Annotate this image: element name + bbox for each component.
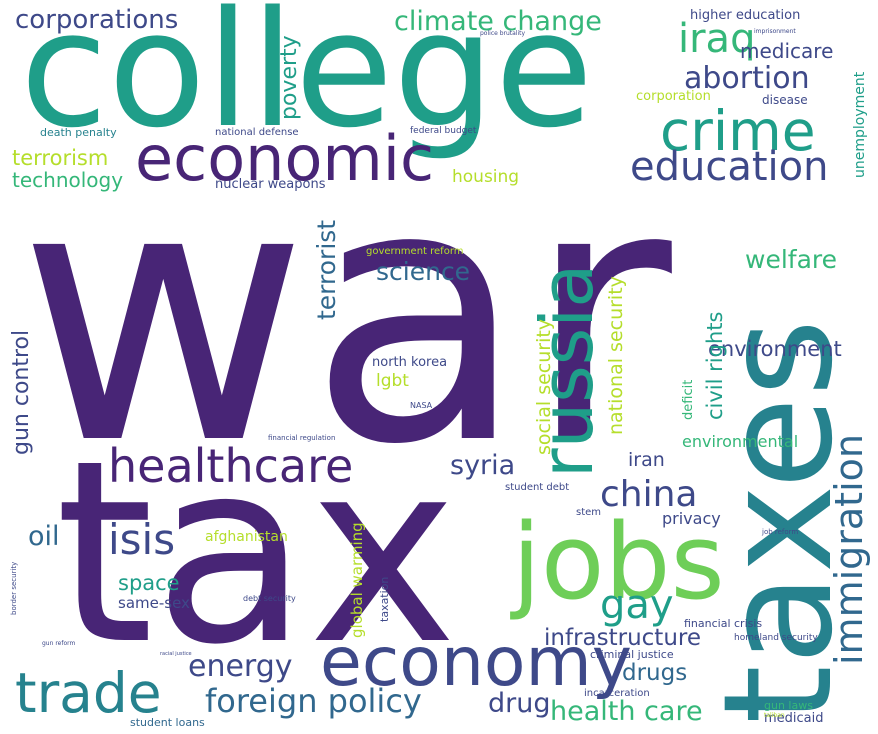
word-housing: housing — [452, 167, 519, 187]
word-border-security: border security — [10, 562, 18, 615]
word-financial-regulation: financial regulation — [268, 434, 335, 442]
word-medicare: medicare — [740, 39, 833, 63]
word-drugs: drugs — [622, 660, 687, 686]
word-immigration: immigration — [827, 434, 871, 665]
word-homeland-security: homeland security — [734, 633, 818, 643]
word-death-penalty: death penalty — [40, 126, 117, 139]
word-jobs: jobs — [510, 501, 725, 623]
word-iraq: iraq — [678, 16, 755, 62]
word-education: education — [630, 144, 828, 190]
word-healthcare: healthcare — [108, 439, 353, 493]
word-foreign-policy: foreign policy — [205, 682, 422, 720]
word-syria: syria — [450, 450, 515, 481]
word-isis: isis — [108, 515, 175, 564]
word-terrorist: terrorist — [312, 220, 341, 320]
word-gun-reform: gun reform — [42, 640, 75, 647]
word-afghanistan: afghanistan — [205, 529, 288, 545]
word-russia: russia — [525, 264, 609, 478]
word-medicaid: medicaid — [764, 711, 824, 726]
word-abortion: abortion — [684, 61, 810, 96]
word-infrastructure: infrastructure — [544, 625, 701, 651]
word-unemployment: unemployment — [852, 71, 868, 178]
word-disease: disease — [762, 93, 808, 107]
word-incarceration: incarceration — [584, 688, 650, 699]
word-debt-security: debt security — [243, 594, 296, 603]
word-gun-laws: gun laws — [764, 699, 813, 712]
word-police-brutality: police brutality — [480, 30, 526, 37]
word-war: war — [18, 108, 676, 522]
word-social-security: social security — [533, 319, 555, 455]
word-crime: crime — [660, 99, 816, 163]
word-gun-control: gun control — [9, 330, 34, 455]
word-student-loans: student loans — [130, 716, 205, 729]
word-lgbt: lgbt — [376, 371, 409, 391]
word-climate-change: climate change — [394, 6, 602, 37]
word-global-warming: global warming — [348, 522, 366, 638]
word-college: college — [20, 0, 593, 163]
word-civil-rights: civil rights — [703, 312, 727, 420]
word-federal-budget: federal budget — [410, 126, 477, 136]
word-imprisonment: imprisonment — [754, 28, 796, 35]
word-china: china — [600, 474, 698, 515]
word-energy: energy — [188, 649, 293, 684]
word-north-korea: north korea — [372, 355, 447, 370]
word-criminal-justice: criminal justice — [590, 648, 674, 661]
word-taxation: taxation — [378, 577, 391, 622]
word-economy: economy — [320, 623, 632, 702]
word-corporations: corporations — [15, 5, 178, 35]
word-gay: gay — [600, 582, 674, 628]
word-environmental: environmental — [682, 432, 798, 451]
word-government-reform: government reform — [366, 246, 464, 257]
word-health-care: health care — [550, 696, 703, 727]
word-space: space — [118, 571, 180, 595]
word-environment: environment — [708, 337, 842, 361]
word-taliban: taliban — [764, 712, 785, 719]
word-poverty: poverty — [277, 35, 302, 120]
word-nuclear-weapons: nuclear weapons — [215, 177, 326, 192]
word-oil: oil — [28, 521, 60, 552]
word-iran: iran — [628, 449, 665, 471]
word-corporation: corporation — [636, 89, 711, 104]
word-drug: drug — [488, 688, 551, 719]
word-welfare: welfare — [745, 245, 837, 274]
word-terrorism: terrorism — [12, 146, 108, 170]
word-national-security: national security — [605, 276, 627, 435]
word-privacy: privacy — [662, 509, 721, 528]
word-financial-crisis: financial crisis — [684, 617, 762, 630]
word-technology: technology — [12, 168, 123, 192]
word-tax: tax — [55, 407, 457, 700]
word-student-debt: student debt — [505, 482, 569, 493]
word-job-reform: job reform — [761, 528, 798, 536]
word-higher-education: higher education — [690, 8, 800, 23]
word-stem: stem — [576, 507, 601, 518]
word-economic: economic — [135, 122, 434, 195]
word-racial-justice: racial justice — [160, 651, 192, 657]
word-taxes: taxes — [692, 319, 866, 724]
word-trade: trade — [15, 661, 162, 725]
word-deficit: deficit — [681, 380, 696, 420]
word-science: science — [376, 257, 470, 286]
word-same-sex: same-sex — [118, 594, 190, 612]
word-nasa: NASA — [410, 401, 433, 410]
word-national-defense: national defense — [215, 127, 299, 138]
